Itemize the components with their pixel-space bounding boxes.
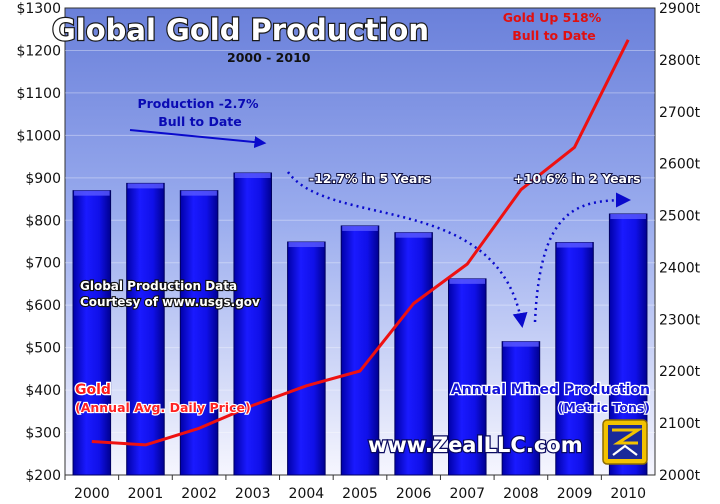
- source-annotation-sub: Courtesy of www.usgs.gov: [80, 295, 260, 309]
- production-bar: [126, 182, 165, 476]
- production-arrow: [129, 129, 267, 149]
- left-tick-label: $500: [25, 341, 61, 357]
- left-tick-label: $200: [25, 468, 61, 484]
- right-tick-label: 2200t: [659, 364, 701, 380]
- x-tick-label: 2003: [235, 486, 271, 502]
- drop-annotation: -12.7% in 5 Years: [309, 171, 431, 186]
- production-bar-cap: [288, 242, 325, 248]
- right-tick-label: 2900t: [659, 1, 701, 17]
- production-bar-cap: [395, 232, 432, 238]
- gold-up-annotation-sub: Bull to Date: [512, 28, 596, 43]
- rise-arrow: [533, 192, 631, 323]
- left-tick-label: $1200: [16, 43, 61, 59]
- production-change-annotation: Production -2.7%: [137, 96, 259, 111]
- rise-annotation: +10.6% in 2 Years: [513, 171, 640, 186]
- left-tick-label: $1100: [16, 86, 61, 102]
- left-tick-label: $300: [25, 426, 61, 442]
- x-tick-label: 2001: [128, 486, 164, 502]
- x-axis: 2000 2001 2002 2003 2004 2005 2006 2007 2008 2009…: [64, 475, 646, 502]
- production-bar: [233, 172, 272, 476]
- production-bar-cap: [556, 242, 593, 248]
- production-bar-cap: [610, 213, 646, 219]
- production-bar-cap: [74, 190, 110, 196]
- gold-series-label-sub: (Annual Avg. Daily Price): [75, 400, 251, 415]
- production-bar-cap: [449, 278, 486, 284]
- left-tick-label: $900: [25, 171, 61, 187]
- production-bar-cap: [234, 173, 271, 179]
- brand-logo-icon: [602, 419, 648, 465]
- x-tick-label: 2000: [74, 486, 110, 502]
- x-tick-label: 2009: [557, 486, 593, 502]
- x-tick-label: 2008: [503, 486, 539, 502]
- left-tick-label: $1300: [16, 1, 61, 17]
- right-tick-label: 2700t: [659, 105, 701, 121]
- production-bar-cap: [181, 190, 217, 196]
- chart-title: Global Gold Production: [52, 13, 429, 47]
- gold-series-label: Gold: [75, 382, 111, 398]
- left-tick-label: $400: [25, 383, 61, 399]
- production-bar-cap: [127, 183, 164, 189]
- right-tick-label: 2000t: [659, 468, 701, 484]
- bar-series: [72, 172, 648, 476]
- production-bar: [501, 341, 541, 476]
- x-tick-label: 2005: [342, 486, 378, 502]
- production-bar: [287, 241, 326, 476]
- right-tick-label: 2400t: [659, 260, 701, 276]
- right-tick-label: 2100t: [659, 416, 701, 432]
- x-tick-label: 2002: [181, 486, 217, 502]
- left-tick-label: $600: [25, 298, 61, 314]
- production-bar: [72, 190, 112, 476]
- left-axis: $200 $300 $400 $500 $600 $700 $800 $900 $1000 $11…: [16, 1, 61, 484]
- x-tick-label: 2006: [396, 486, 432, 502]
- production-bar-cap: [503, 341, 539, 347]
- right-axis: 2000t 2100t 2200t 2300t 2400t 2500t 2600t 2700t…: [659, 1, 701, 484]
- production-series-label-sub: (Metric Tons): [558, 400, 650, 415]
- chart-subtitle: 2000 - 2010: [227, 50, 311, 65]
- production-bar: [448, 278, 487, 476]
- price-line-series: [91, 39, 630, 447]
- source-annotation: Global Production Data: [80, 279, 237, 293]
- production-bar-cap: [342, 225, 378, 231]
- right-tick-label: 2500t: [659, 209, 701, 225]
- right-tick-label: 2300t: [659, 312, 701, 328]
- left-tick-label: $1000: [16, 128, 61, 144]
- left-tick-label: $700: [25, 256, 61, 272]
- right-tick-label: 2600t: [659, 157, 701, 173]
- brand-watermark: www.ZealLLC.com: [368, 433, 583, 457]
- production-series-label: Annual Mined Production: [451, 382, 650, 398]
- x-tick-label: 2004: [289, 486, 325, 502]
- left-tick-label: $800: [25, 213, 61, 229]
- x-tick-label: 2007: [449, 486, 485, 502]
- production-bar: [340, 225, 380, 476]
- gold-price-line: [91, 39, 630, 447]
- production-change-annotation-sub: Bull to Date: [158, 114, 242, 129]
- right-tick-label: 2800t: [659, 53, 701, 69]
- gold-up-annotation: Gold Up 518%: [503, 10, 602, 25]
- production-bar: [394, 232, 433, 476]
- x-tick-label: 2010: [610, 486, 646, 502]
